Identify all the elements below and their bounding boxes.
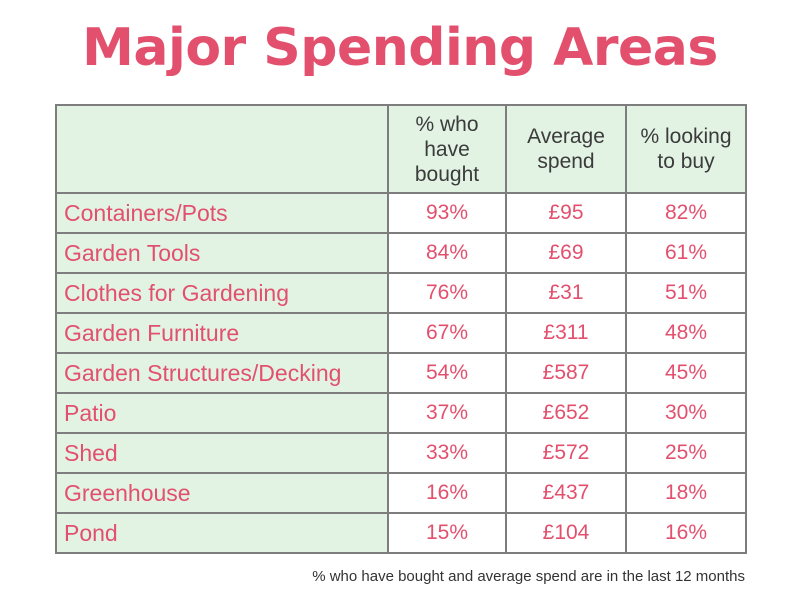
spending-table: % who have bought Average spend % lookin…: [55, 104, 747, 554]
bought-cell: 16%: [387, 472, 507, 514]
looking-to-buy-cell: 30%: [625, 392, 747, 434]
header-average-spend-text: Average spend: [527, 125, 605, 173]
header-average-spend: Average spend: [505, 104, 627, 194]
header-bought-text: % who have bought: [414, 112, 480, 186]
bought-cell: 67%: [387, 312, 507, 354]
looking-to-buy-cell: 18%: [625, 472, 747, 514]
average-spend-cell: £311: [505, 312, 627, 354]
table-row: Pond 15% £104 16%: [55, 512, 747, 554]
footnote: % who have bought and average spend are …: [312, 568, 745, 585]
average-spend-cell: £69: [505, 232, 627, 274]
bought-cell: 37%: [387, 392, 507, 434]
category-cell: Pond: [55, 512, 389, 554]
table-row: Garden Furniture 67% £311 48%: [55, 312, 747, 354]
category-cell: Patio: [55, 392, 389, 434]
average-spend-cell: £652: [505, 392, 627, 434]
average-spend-cell: £437: [505, 472, 627, 514]
table-row: Clothes for Gardening 76% £31 51%: [55, 272, 747, 314]
table-row: Containers/Pots 93% £95 82%: [55, 192, 747, 234]
average-spend-cell: £104: [505, 512, 627, 554]
table-row: Greenhouse 16% £437 18%: [55, 472, 747, 514]
category-cell: Shed: [55, 432, 389, 474]
category-cell: Garden Tools: [55, 232, 389, 274]
category-cell: Garden Furniture: [55, 312, 389, 354]
header-bought: % who have bought: [387, 104, 507, 194]
average-spend-cell: £31: [505, 272, 627, 314]
bought-cell: 93%: [387, 192, 507, 234]
bought-cell: 33%: [387, 432, 507, 474]
table-row: Garden Tools 84% £69 61%: [55, 232, 747, 274]
chart-title: Major Spending Areas: [82, 18, 718, 78]
looking-to-buy-cell: 16%: [625, 512, 747, 554]
bought-cell: 15%: [387, 512, 507, 554]
header-blank-cell: [55, 104, 389, 194]
looking-to-buy-cell: 48%: [625, 312, 747, 354]
table-row: Patio 37% £652 30%: [55, 392, 747, 434]
looking-to-buy-cell: 45%: [625, 352, 747, 394]
table-body: Containers/Pots 93% £95 82% Garden Tools 84% £…: [55, 192, 747, 554]
category-cell: Garden Structures/Decking: [55, 352, 389, 394]
looking-to-buy-cell: 61%: [625, 232, 747, 274]
bought-cell: 76%: [387, 272, 507, 314]
category-cell: Clothes for Gardening: [55, 272, 389, 314]
average-spend-cell: £572: [505, 432, 627, 474]
table-row: Garden Structures/Decking 54% £587 45%: [55, 352, 747, 394]
looking-to-buy-cell: 51%: [625, 272, 747, 314]
category-cell: Containers/Pots: [55, 192, 389, 234]
average-spend-cell: £587: [505, 352, 627, 394]
looking-to-buy-cell: 82%: [625, 192, 747, 234]
bought-cell: 84%: [387, 232, 507, 274]
header-looking-to-buy-text: % looking to buy: [640, 125, 732, 173]
table-row: Shed 33% £572 25%: [55, 432, 747, 474]
looking-to-buy-cell: 25%: [625, 432, 747, 474]
header-looking-to-buy: % looking to buy: [625, 104, 747, 194]
category-cell: Greenhouse: [55, 472, 389, 514]
header-row: % who have bought Average spend % lookin…: [55, 104, 747, 194]
bought-cell: 54%: [387, 352, 507, 394]
average-spend-cell: £95: [505, 192, 627, 234]
